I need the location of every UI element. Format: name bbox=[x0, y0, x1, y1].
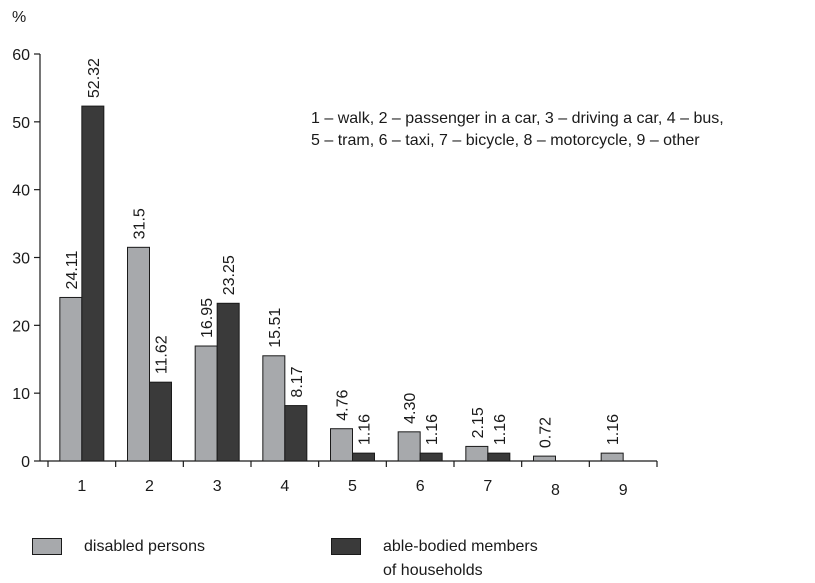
bar-able-bodied bbox=[217, 303, 239, 461]
bar-able-bodied bbox=[488, 453, 510, 461]
bar-disabled-persons bbox=[128, 247, 150, 461]
bar-disabled-persons bbox=[60, 297, 82, 461]
x-tick-label: 9 bbox=[619, 482, 628, 499]
y-tick-label: 60 bbox=[12, 47, 30, 64]
data-label: 16.95 bbox=[199, 298, 216, 338]
data-label: 1.16 bbox=[357, 414, 374, 445]
data-label: 31.5 bbox=[132, 208, 149, 239]
data-label: 8.17 bbox=[289, 366, 306, 397]
bar-disabled-persons bbox=[263, 356, 285, 461]
data-label: 52.32 bbox=[86, 58, 103, 98]
axes: % 0 10 20 30 40 50 60 1 2 3 4 5 6 7 8 9 bbox=[12, 9, 657, 499]
x-tick-label: 5 bbox=[348, 478, 357, 495]
data-label: 2.15 bbox=[470, 407, 487, 438]
data-label: 23.25 bbox=[221, 255, 238, 295]
data-label: 4.30 bbox=[402, 393, 419, 424]
annotation-line-2: 5 – tram, 6 – taxi, 7 – bicycle, 8 – mot… bbox=[311, 130, 724, 152]
x-tick-label: 3 bbox=[213, 478, 222, 495]
y-tick-label: 10 bbox=[12, 386, 30, 403]
y-tick-label: 30 bbox=[12, 251, 30, 268]
bar-able-bodied bbox=[353, 453, 375, 461]
data-label: 1.16 bbox=[492, 414, 509, 445]
y-unit-label: % bbox=[12, 9, 26, 26]
legend-label-able-bodied-line2: of households bbox=[383, 562, 483, 579]
data-label: 1.16 bbox=[424, 414, 441, 445]
bar-chart: % 0 10 20 30 40 50 60 1 2 3 4 5 6 7 8 9 24.11 31.5 16.95 15… bbox=[0, 0, 815, 530]
y-tick-label: 50 bbox=[12, 115, 30, 132]
bar-disabled-persons bbox=[331, 429, 353, 461]
data-label: 15.51 bbox=[267, 308, 284, 348]
bar-disabled-persons bbox=[601, 453, 623, 461]
y-tick-label: 0 bbox=[21, 454, 30, 471]
bar-disabled-persons bbox=[195, 346, 217, 461]
bar-disabled-persons bbox=[466, 446, 488, 461]
data-label: 24.11 bbox=[64, 251, 81, 290]
x-tick-label: 1 bbox=[77, 478, 86, 495]
x-tick-label: 6 bbox=[416, 478, 425, 495]
data-label: 4.76 bbox=[335, 389, 352, 420]
legend-label-able-bodied-line1: able-bodied members bbox=[383, 538, 538, 555]
data-label: 0.72 bbox=[538, 417, 555, 448]
x-tick-label: 4 bbox=[280, 478, 289, 495]
legend-swatch-disabled bbox=[32, 538, 62, 555]
bar-able-bodied bbox=[285, 406, 307, 461]
legend-swatch-able-bodied bbox=[331, 538, 361, 555]
x-tick-label: 8 bbox=[551, 482, 560, 499]
bar-able-bodied bbox=[150, 382, 172, 461]
y-tick-label: 20 bbox=[12, 318, 30, 335]
data-label: 1.16 bbox=[605, 414, 622, 445]
bar-able-bodied bbox=[420, 453, 442, 461]
x-tick-label: 7 bbox=[483, 478, 492, 495]
data-label: 11.62 bbox=[154, 335, 171, 374]
bar-able-bodied bbox=[82, 106, 104, 461]
bar-disabled-persons bbox=[534, 456, 556, 461]
y-tick-label: 40 bbox=[12, 183, 30, 200]
x-tick-label: 2 bbox=[145, 478, 154, 495]
category-key-annotation: 1 – walk, 2 – passenger in a car, 3 – dr… bbox=[311, 108, 724, 152]
legend-label-disabled: disabled persons bbox=[84, 535, 205, 559]
bar-disabled-persons bbox=[398, 432, 420, 461]
annotation-line-1: 1 – walk, 2 – passenger in a car, 3 – dr… bbox=[311, 108, 724, 130]
